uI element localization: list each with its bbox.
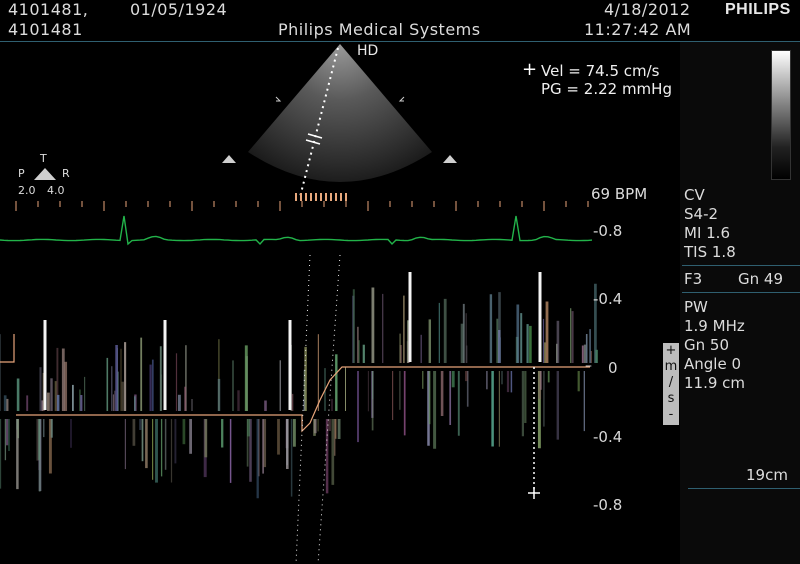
unit-plus: + <box>665 343 677 358</box>
sample-gate-bottom <box>305 139 321 145</box>
orientation-left: P <box>18 167 25 180</box>
study-date: 4/18/2012 <box>604 0 691 19</box>
scale-tick-5: -0.8 <box>593 496 623 514</box>
sector-image <box>222 44 457 201</box>
grayscale-bar <box>771 50 791 180</box>
birth-date: 01/05/1924 <box>130 0 228 19</box>
left-focus-tick <box>275 96 282 102</box>
system-name: Philips Medical Systems <box>278 20 481 39</box>
patient-id-secondary: 4101481 <box>8 20 83 39</box>
gain-pw: Gn 50 <box>684 336 729 354</box>
right-focus-tick <box>398 96 405 102</box>
heart-rate: 69 BPM <box>591 185 648 203</box>
left-depth-marker <box>222 155 236 163</box>
sector-fan <box>248 44 432 182</box>
unit-slash: / <box>668 375 674 390</box>
scale-tick-1: -0.8 <box>593 222 623 240</box>
velocity-caliper-cross <box>528 487 540 499</box>
sweep-edge-1 <box>295 255 311 564</box>
velocity-readout: Vel = 74.5 cm/s <box>541 62 660 80</box>
orientation-icon <box>34 168 56 180</box>
transducer-label: S4-2 <box>684 205 719 223</box>
pg-readout: PG = 2.22 mmHg <box>541 80 672 98</box>
doppler-spectrum <box>0 255 599 564</box>
tis-value: TIS 1.8 <box>684 243 736 261</box>
orientation-left-value: 2.0 <box>18 184 36 197</box>
sidebar-divider-2 <box>682 292 800 293</box>
orientation-right-value: 4.0 <box>47 184 65 197</box>
right-depth-marker <box>443 155 457 163</box>
unit-minus: - <box>668 407 674 422</box>
cursor-line <box>299 47 339 198</box>
velocity-unit-bar: + m / s - <box>663 343 679 425</box>
time-ticks <box>15 201 589 211</box>
scale-tick-2: -0.4 <box>593 290 623 308</box>
hd-label: HD <box>357 43 379 59</box>
brand-logo: PHILIPS <box>725 1 791 18</box>
depth-value: 19cm <box>746 466 788 484</box>
study-time: 11:27:42 AM <box>584 20 692 39</box>
prev-baseline-segment <box>0 334 15 363</box>
spectral-baseline <box>16 366 590 433</box>
gate-depth: 11.9 cm <box>684 374 746 392</box>
orientation-right: R <box>62 167 70 180</box>
unit-s: s <box>667 391 675 406</box>
frequency-value: 1.9 MHz <box>684 317 745 335</box>
header-divider <box>0 41 800 42</box>
mode-label: PW <box>684 298 708 316</box>
preset-label: CV <box>684 186 705 204</box>
scale-tick-3: 0 <box>608 359 618 377</box>
orientation-top: T <box>40 152 47 165</box>
gain-2d: Gn 49 <box>738 270 783 288</box>
scale-tick-4: -0.4 <box>593 428 623 446</box>
angle-value: Angle 0 <box>684 355 741 373</box>
ecg-trace <box>0 215 593 246</box>
freq-setting: F3 <box>684 270 703 288</box>
crosshair-icon: + <box>522 59 538 80</box>
mi-value: MI 1.6 <box>684 224 730 242</box>
sidebar-divider-3 <box>688 488 800 489</box>
sidebar-divider-1 <box>682 265 800 266</box>
unit-m: m <box>664 359 678 374</box>
patient-id: 4101481, <box>8 0 89 19</box>
sample-gate-top <box>307 133 323 139</box>
zero-dash: – <box>585 358 592 374</box>
